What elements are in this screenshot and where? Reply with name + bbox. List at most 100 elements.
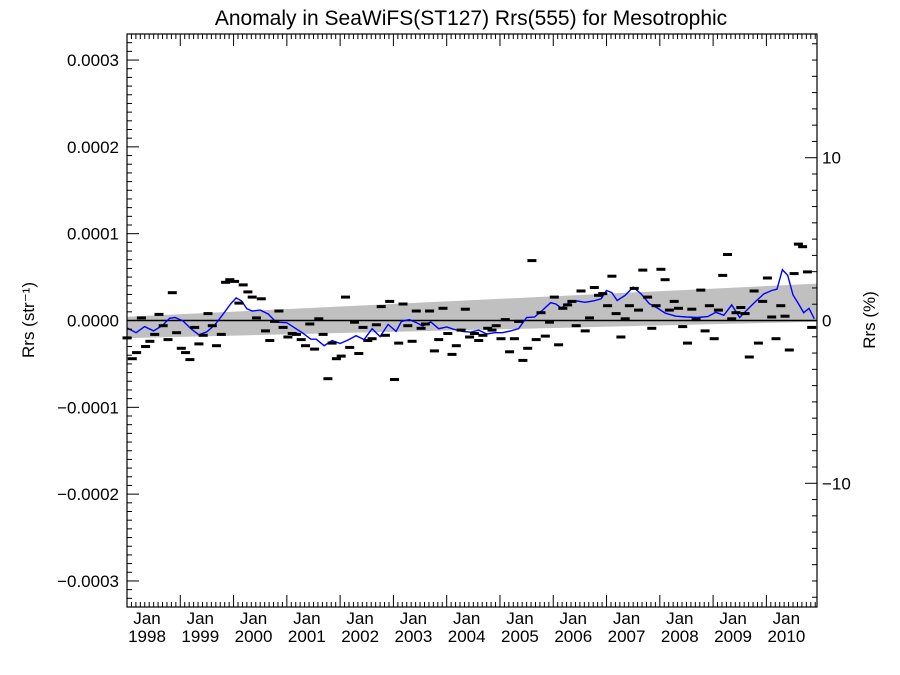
data-point: [656, 267, 666, 271]
x-tick-label-year: 1999: [181, 627, 219, 646]
data-point: [447, 352, 457, 356]
data-point: [132, 351, 142, 355]
x-tick-labels: Jan1998Jan1999Jan2000Jan2001Jan2002Jan20…: [128, 609, 805, 646]
data-point: [398, 302, 408, 306]
data-point: [314, 317, 324, 321]
data-point: [687, 307, 697, 311]
data-point: [678, 325, 688, 329]
data-point: [505, 350, 515, 354]
data-point: [407, 339, 417, 343]
data-point: [345, 345, 355, 349]
data-point: [594, 293, 603, 297]
data-point: [310, 347, 320, 351]
data-point: [141, 345, 151, 348]
data-points-layer: [122, 242, 817, 381]
x-tick-label-year: 1998: [128, 627, 166, 646]
data-point: [434, 338, 444, 342]
x-tick-label-month: Jan: [293, 609, 320, 628]
data-point: [265, 339, 275, 342]
data-point: [585, 316, 594, 320]
data-point: [212, 344, 221, 348]
y-tick-label: −0.0001: [57, 398, 119, 417]
data-point: [278, 325, 288, 329]
data-point: [776, 304, 786, 308]
data-point: [136, 316, 146, 320]
data-point: [261, 329, 270, 333]
data-point: [336, 354, 346, 358]
data-point: [150, 332, 160, 336]
data-point: [385, 299, 395, 303]
x-tick-label-month: Jan: [400, 609, 427, 628]
data-point: [531, 338, 541, 342]
data-point: [723, 253, 732, 256]
data-point: [523, 346, 533, 350]
data-point: [456, 328, 466, 332]
data-point: [713, 308, 723, 312]
data-point: [296, 338, 306, 342]
x-tick-label-year: 2001: [288, 627, 326, 646]
data-point: [709, 337, 719, 341]
data-point: [536, 311, 546, 315]
data-point: [700, 329, 710, 333]
data-point: [283, 335, 293, 339]
data-point: [154, 312, 164, 316]
y-tick-label: 0.0002: [67, 138, 119, 157]
x-tick-label-month: Jan: [719, 609, 746, 628]
data-point: [163, 338, 173, 342]
data-point: [549, 295, 559, 299]
data-point: [301, 344, 310, 348]
data-point: [624, 304, 634, 308]
data-point: [190, 325, 200, 329]
data-point: [518, 358, 528, 362]
data-point: [731, 311, 741, 315]
y-axis-label-right: Rrs (%): [860, 291, 879, 349]
trend-band: [127, 283, 817, 339]
data-point: [172, 331, 182, 335]
y-right-tick-label: 0: [822, 312, 831, 331]
data-point: [780, 314, 790, 318]
x-tick-label-year: 2008: [661, 627, 699, 646]
data-point: [318, 332, 328, 336]
x-tick-label-month: Jan: [666, 609, 693, 628]
data-point: [598, 292, 608, 296]
data-point: [509, 337, 519, 341]
data-point: [753, 341, 763, 345]
data-point: [411, 309, 421, 313]
x-tick-label-year: 2004: [448, 627, 486, 646]
chart-title: Anomaly in SeaWiFS(ST127) Rrs(555) for M…: [215, 7, 727, 30]
data-point: [429, 349, 439, 353]
data-point: [358, 325, 368, 329]
data-point: [371, 323, 381, 327]
data-point: [323, 377, 333, 381]
data-point: [274, 309, 284, 313]
x-tick-label-month: Jan: [560, 609, 587, 628]
data-point: [793, 242, 803, 246]
axes-layer: [126, 33, 818, 608]
data-point: [736, 306, 746, 309]
data-point: [789, 272, 799, 276]
x-tick-label-month: Jan: [346, 609, 373, 628]
data-point: [394, 341, 404, 345]
y-right-tick-label: −10: [822, 474, 851, 493]
data-point: [554, 343, 564, 347]
data-point: [367, 337, 377, 341]
data-point: [762, 276, 772, 280]
x-tick-label-month: Jan: [240, 609, 267, 628]
data-point: [767, 315, 777, 319]
x-tick-label-year: 2000: [235, 627, 273, 646]
data-point: [198, 333, 208, 337]
data-point: [647, 326, 657, 330]
data-point: [558, 306, 568, 310]
data-point: [363, 339, 373, 342]
data-point: [176, 346, 186, 350]
data-point: [634, 308, 643, 312]
y-right-tick-labels: 10 0 −10: [822, 149, 851, 494]
trend-band-layer: [127, 283, 817, 339]
x-tick-label-month: Jan: [506, 609, 533, 628]
data-point: [563, 303, 573, 307]
data-point: [158, 324, 168, 328]
data-point: [390, 378, 399, 381]
data-point: [527, 259, 537, 263]
x-tick-label-year: 2003: [394, 627, 432, 646]
data-point: [487, 328, 497, 332]
